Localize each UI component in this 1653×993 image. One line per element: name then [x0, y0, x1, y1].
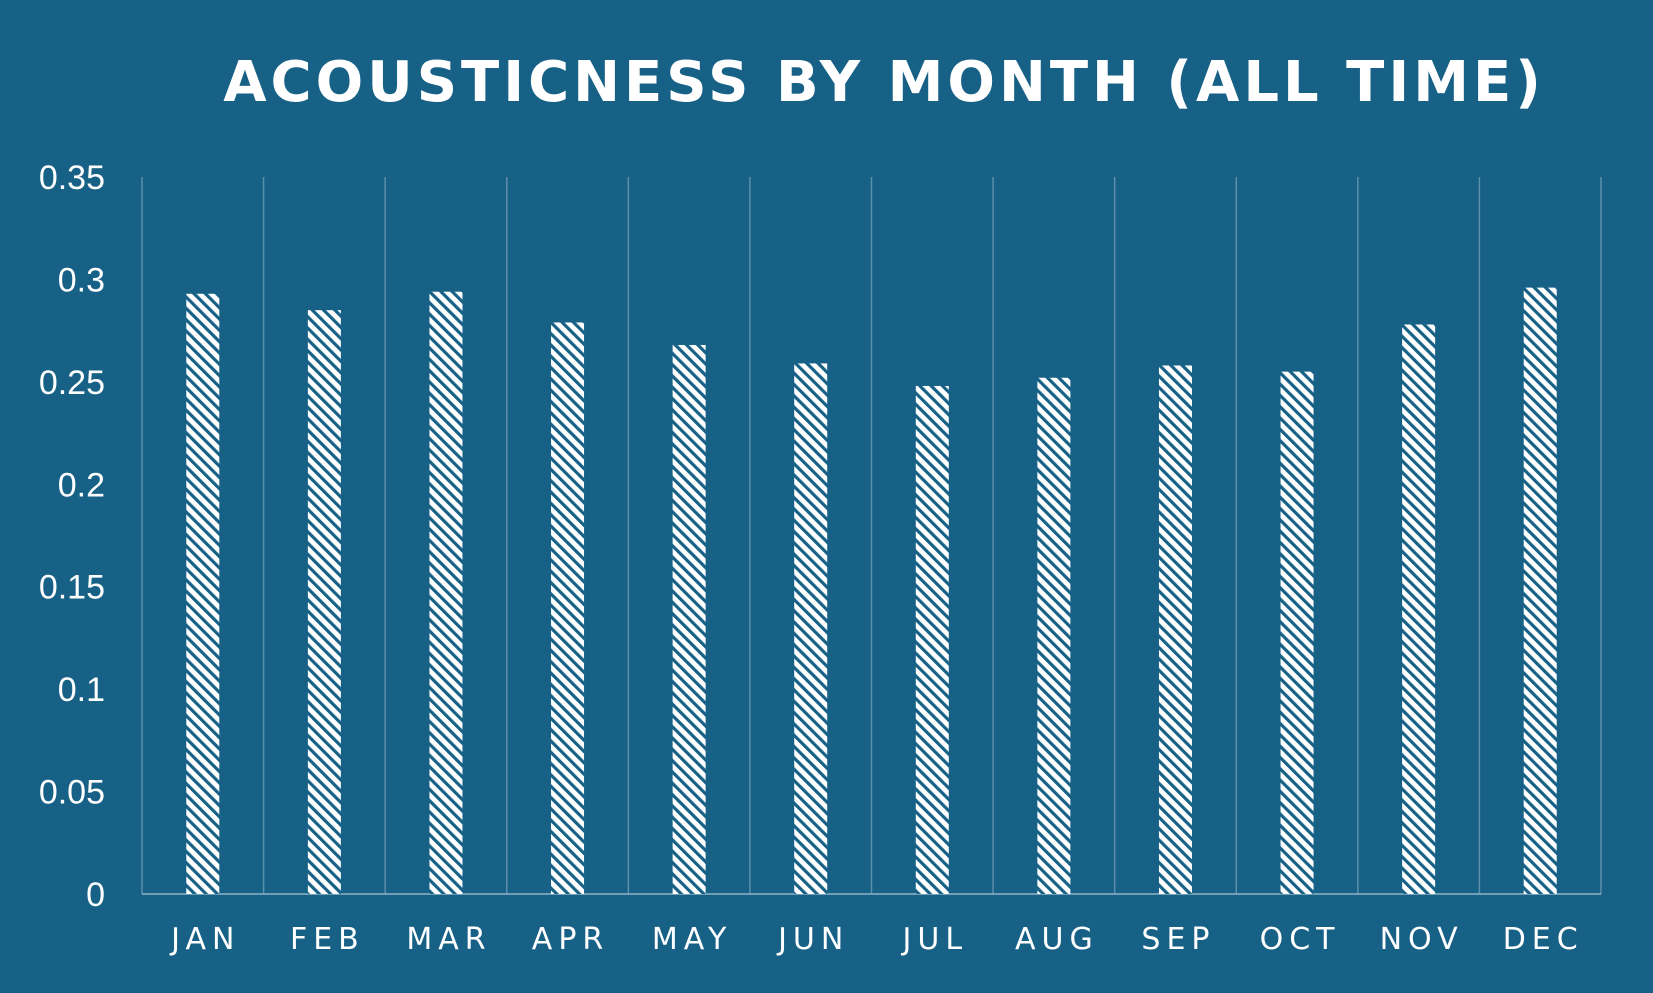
x-axis-tick-labels: JAN FEB MAR APR MAY JUN JUL AUG SEP OCT NOV DEC	[169, 922, 1584, 957]
bar-nov	[1402, 324, 1436, 894]
bar-may	[672, 344, 706, 894]
y-tick-label: 0.2	[58, 466, 105, 504]
chart-title: ACOUSTICNESS BY MONTH (ALL TIME)	[223, 50, 1545, 115]
bar-jan	[186, 293, 220, 895]
y-tick-label: 0	[86, 876, 105, 914]
x-tick-label-jun: JUN	[776, 922, 849, 957]
x-tick-label-feb: FEB	[290, 922, 365, 957]
bar-feb	[307, 310, 341, 895]
y-tick-label: 0.05	[39, 774, 105, 812]
x-tick-label-dec: DEC	[1503, 922, 1584, 957]
y-tick-label: 0.25	[39, 364, 105, 402]
bar-dec	[1523, 287, 1557, 894]
bar-oct	[1280, 371, 1314, 895]
x-tick-label-nov: NOV	[1380, 922, 1464, 957]
x-tick-label-jan: JAN	[169, 922, 240, 957]
bar-aug	[1037, 377, 1071, 894]
x-tick-label-aug: AUG	[1015, 922, 1099, 957]
y-tick-label: 0.35	[39, 159, 105, 197]
bar-mar	[429, 291, 463, 895]
x-tick-label-oct: OCT	[1260, 922, 1341, 957]
x-tick-label-jul: JUL	[901, 922, 969, 957]
y-tick-label: 0.15	[39, 569, 105, 607]
x-tick-label-apr: APR	[532, 922, 609, 957]
x-tick-label-may: MAY	[652, 922, 732, 957]
x-tick-label-sep: SEP	[1141, 922, 1215, 957]
bar-jun	[794, 363, 828, 894]
gridlines	[141, 177, 1602, 895]
y-tick-label: 0.1	[58, 671, 105, 709]
y-tick-label: 0.3	[58, 261, 105, 299]
bars	[186, 287, 1557, 895]
y-axis-tick-labels: 0 0.05 0.1 0.15 0.2 0.25 0.3 0.35	[39, 159, 105, 914]
bar-sep	[1158, 365, 1192, 894]
bar-apr	[551, 322, 585, 894]
x-tick-label-mar: MAR	[406, 922, 491, 957]
bar-jul	[915, 385, 949, 894]
